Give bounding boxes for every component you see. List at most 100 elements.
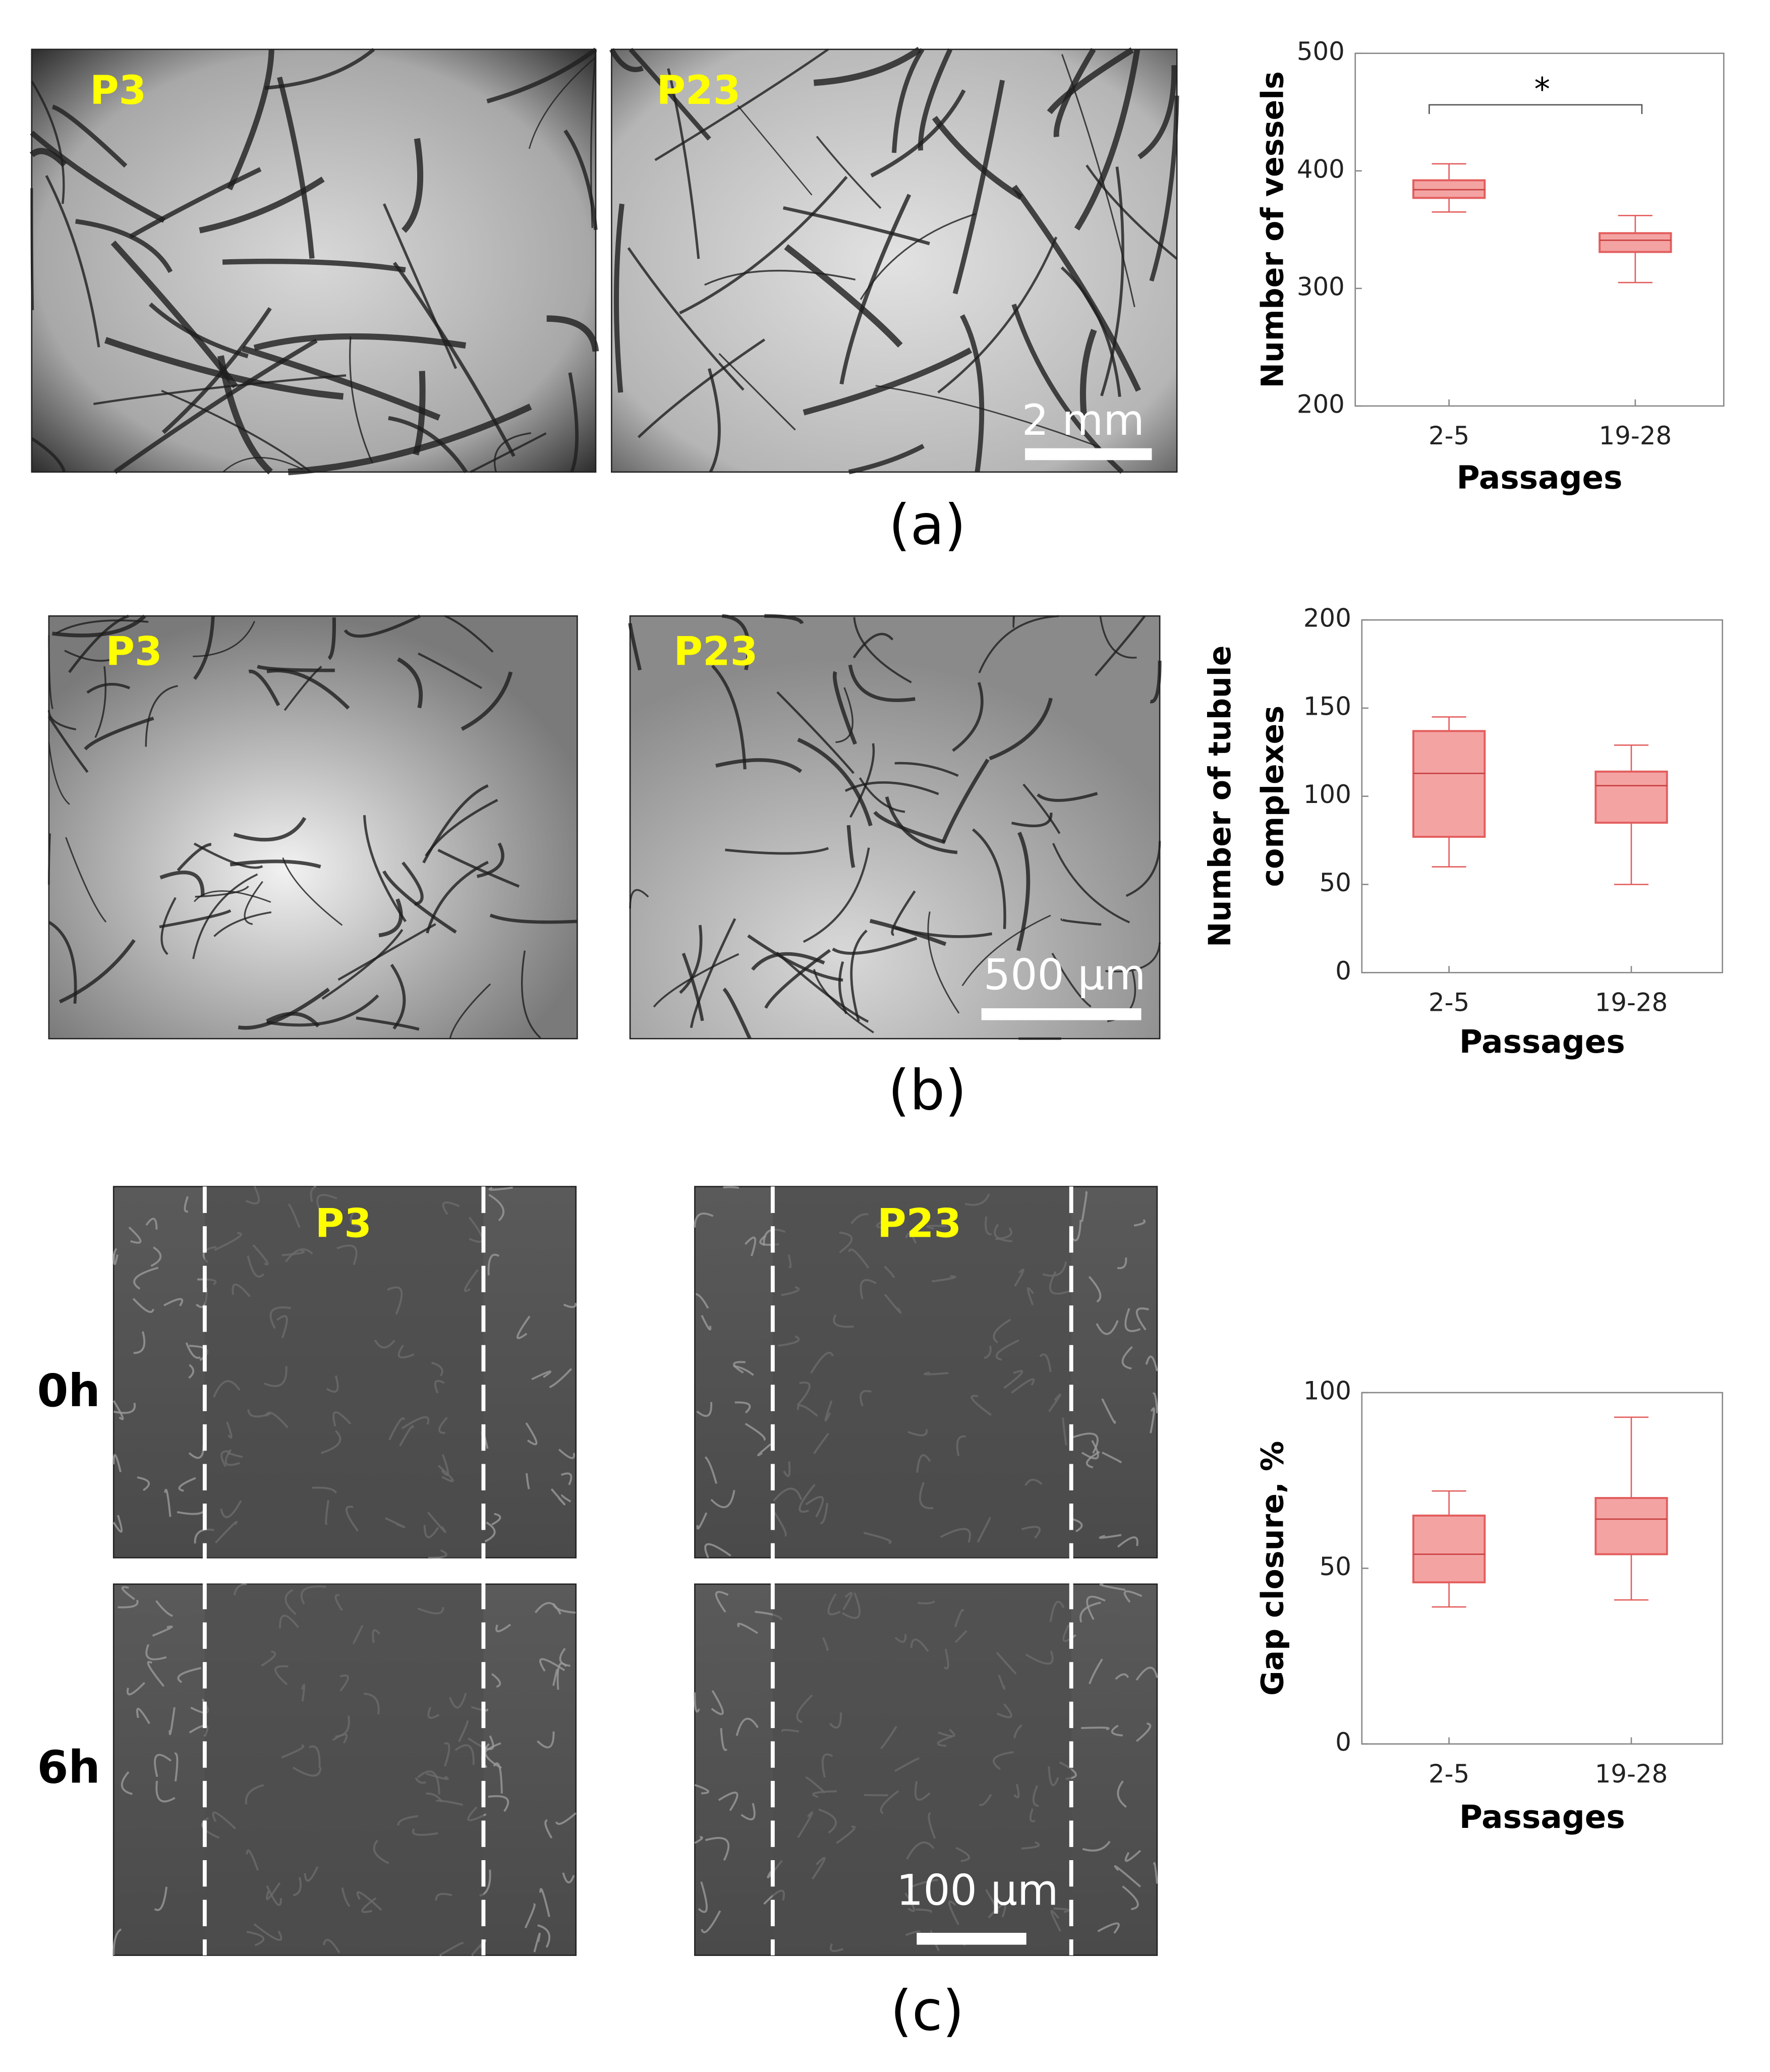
texture <box>132 1298 154 1313</box>
texture <box>776 951 869 1023</box>
texture <box>629 889 649 909</box>
texture <box>1117 1780 1127 1808</box>
texture <box>667 68 700 259</box>
texture <box>1122 1885 1139 1911</box>
texture <box>745 1422 766 1441</box>
texture <box>1145 1355 1158 1371</box>
gap-region <box>772 1584 1071 1955</box>
panel-label: (b) <box>888 1058 966 1122</box>
texture <box>282 857 343 926</box>
texture <box>1012 616 1015 628</box>
sample-label: P3 <box>315 1200 372 1247</box>
texture <box>1102 1452 1122 1463</box>
texture <box>679 925 703 994</box>
sample-label: P23 <box>877 1200 961 1247</box>
texture <box>544 1819 553 1839</box>
texture <box>941 759 990 843</box>
texture <box>327 617 336 660</box>
texture <box>720 1728 728 1751</box>
texture <box>152 1625 173 1637</box>
texture <box>932 116 1023 200</box>
texture <box>690 918 736 1028</box>
texture <box>526 1473 530 1489</box>
texture <box>470 432 547 473</box>
texture <box>885 796 958 854</box>
texture <box>1153 1862 1158 1884</box>
texture <box>121 1771 133 1795</box>
texture <box>848 664 916 702</box>
x-axis-label: Passages <box>1459 1023 1625 1060</box>
texture <box>524 1903 536 1929</box>
texture <box>178 1477 196 1492</box>
micrograph <box>628 614 1162 1040</box>
texture <box>484 1743 502 1769</box>
y-tick-label: 500 <box>1297 37 1345 66</box>
texture <box>1123 1590 1143 1603</box>
micrograph <box>29 47 599 476</box>
x-tick-label: 19-28 <box>1595 988 1668 1017</box>
texture <box>94 666 107 738</box>
texture <box>147 1661 165 1687</box>
texture <box>891 890 916 936</box>
texture <box>1099 1534 1122 1539</box>
texture <box>238 988 330 1030</box>
texture <box>737 105 813 196</box>
texture <box>491 1673 501 1688</box>
texture <box>174 1752 179 1781</box>
texture <box>193 620 255 657</box>
scale-bar-label: 100 µm <box>896 1865 1058 1915</box>
texture <box>696 1512 708 1530</box>
texture <box>751 952 825 971</box>
scale-bar-label: 500 µm <box>984 950 1146 1000</box>
texture <box>349 336 373 464</box>
texture <box>701 1314 712 1331</box>
texture <box>1121 1346 1133 1370</box>
texture <box>192 873 258 959</box>
texture <box>568 372 579 473</box>
texture <box>718 353 796 431</box>
texture <box>137 1476 150 1491</box>
texture <box>952 682 984 752</box>
texture <box>891 48 925 153</box>
significance-mark: * <box>1534 71 1550 108</box>
texture <box>555 1812 577 1825</box>
texture <box>1117 1257 1127 1270</box>
texture <box>613 203 624 393</box>
texture <box>213 911 272 937</box>
texture <box>1086 164 1178 260</box>
texture <box>422 784 489 864</box>
texture <box>722 614 751 670</box>
texture <box>590 49 597 228</box>
texture <box>1097 1922 1120 1934</box>
sample-label: P3 <box>105 628 162 675</box>
y-tick-label: 300 <box>1297 272 1345 301</box>
texture <box>1053 48 1096 137</box>
texture <box>559 1648 570 1667</box>
texture <box>418 652 483 689</box>
texture <box>849 743 875 818</box>
texture <box>402 861 424 906</box>
texture <box>875 385 1100 448</box>
texture <box>199 177 325 234</box>
texture <box>725 847 829 855</box>
texture <box>740 1803 756 1821</box>
texture <box>1115 1673 1129 1680</box>
x-tick-label: 2-5 <box>1429 421 1469 450</box>
texture <box>764 614 804 624</box>
texture <box>253 333 467 351</box>
texture <box>188 1364 195 1379</box>
texture <box>846 825 855 868</box>
texture <box>1071 1518 1083 1532</box>
texture <box>277 76 315 259</box>
texture <box>1124 1308 1141 1332</box>
texture <box>1150 660 1162 704</box>
texture <box>93 374 347 406</box>
texture <box>1152 1392 1158 1413</box>
texture <box>859 777 905 813</box>
texture <box>696 1402 713 1417</box>
texture <box>978 615 1059 673</box>
texture <box>539 1888 550 1917</box>
texture <box>679 176 848 315</box>
texture <box>266 994 379 1027</box>
texture <box>546 315 599 352</box>
